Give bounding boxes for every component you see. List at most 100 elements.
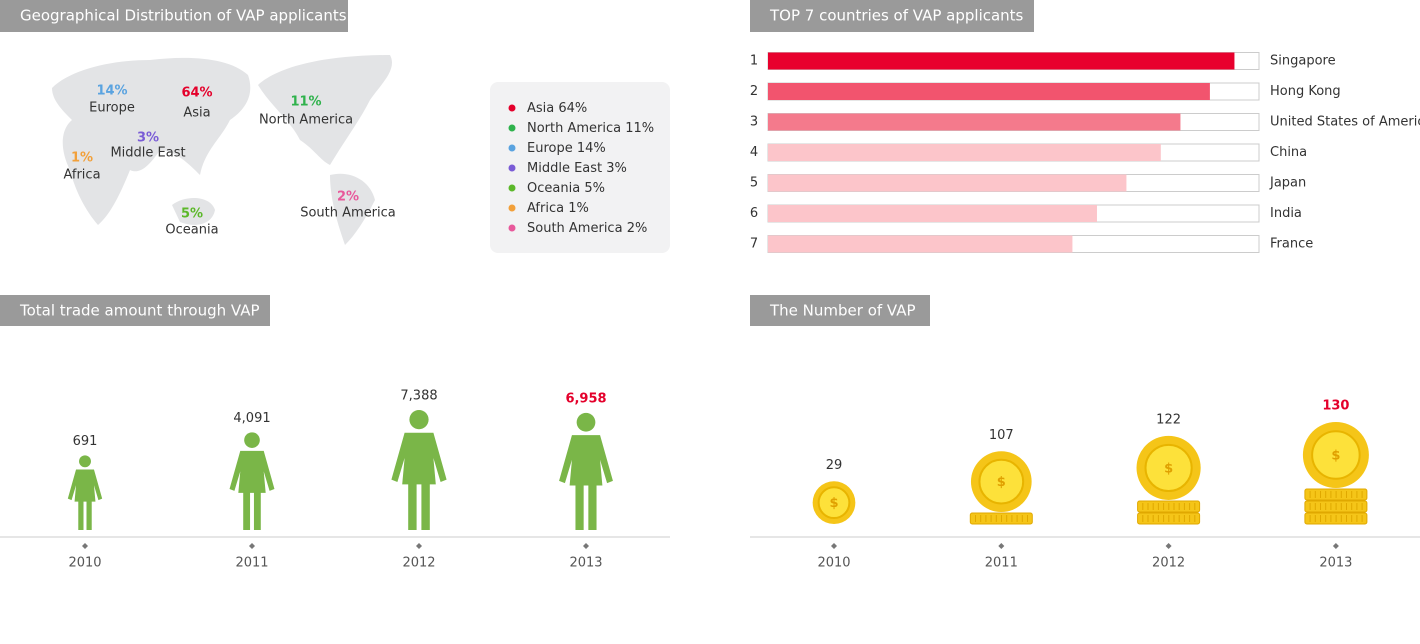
legend-dot — [508, 124, 516, 132]
coin-inner — [1144, 443, 1193, 493]
legend-entry: Middle East 3% — [527, 161, 627, 176]
axis-diamond — [1332, 543, 1339, 549]
coin-symbol: $ — [829, 496, 838, 511]
axis-diamond — [416, 543, 422, 549]
legend-box — [490, 82, 670, 253]
year-label: 2012 — [402, 556, 435, 571]
region-name: North America — [259, 113, 353, 128]
value-label: 107 — [989, 428, 1014, 443]
bar — [768, 174, 1127, 192]
person-figure — [559, 412, 613, 530]
tab — [0, 295, 270, 326]
tab — [750, 295, 930, 326]
rank: 1 — [750, 54, 758, 69]
coin-symbol: $ — [997, 475, 1006, 490]
country-label: India — [1270, 206, 1302, 221]
legend-value: 5% — [584, 181, 605, 196]
region-value: 1% — [71, 151, 93, 166]
legend-value: 1% — [568, 201, 589, 216]
section-title: TOP 7 countries of VAP applicants — [769, 7, 1024, 25]
leg — [588, 483, 597, 530]
legend-value: 3% — [606, 161, 627, 176]
year-label: 2011 — [235, 556, 268, 571]
person-figure — [67, 455, 103, 530]
bar — [768, 83, 1210, 100]
leg — [575, 483, 584, 530]
legend-name: Africa — [527, 201, 564, 216]
legend-name: Middle East — [527, 161, 602, 176]
coin-symbol: $ — [1164, 461, 1173, 476]
country-label: China — [1270, 145, 1307, 160]
bar — [768, 235, 1073, 253]
region-name: Africa — [63, 168, 100, 183]
coin: $ — [812, 481, 856, 524]
leg — [421, 482, 430, 530]
year-label: 2013 — [1319, 556, 1352, 571]
country-label: Japan — [1269, 176, 1306, 191]
rank: 7 — [750, 237, 758, 252]
legend-dot — [508, 224, 516, 232]
head — [79, 455, 91, 468]
country-label: France — [1270, 237, 1313, 252]
body — [229, 450, 275, 493]
coin-inner — [978, 458, 1025, 505]
legend-value: 14% — [577, 141, 606, 156]
body — [391, 432, 447, 485]
head — [409, 410, 429, 430]
leg — [408, 482, 417, 530]
legend-dot — [508, 204, 516, 212]
region-value: 14% — [96, 84, 127, 99]
region-name: Asia — [183, 106, 210, 121]
legend-dot — [508, 184, 516, 192]
value-label: 4,091 — [233, 411, 270, 426]
value-label: 6,958 — [565, 391, 606, 406]
region-name: Europe — [89, 101, 135, 116]
leg — [86, 500, 92, 530]
rank: 3 — [750, 115, 758, 130]
value-label: 29 — [826, 458, 843, 473]
person-figure — [229, 432, 275, 530]
region-value: 3% — [137, 131, 159, 146]
bar — [768, 113, 1181, 131]
value-label: 7,388 — [400, 389, 437, 404]
year-label: 2012 — [1152, 556, 1185, 571]
world-map — [52, 55, 392, 245]
rank: 6 — [750, 206, 758, 221]
rank: 4 — [750, 145, 758, 160]
person-figure — [391, 410, 447, 530]
country-label: United States of America — [1270, 115, 1420, 130]
year-label: 2011 — [985, 556, 1018, 571]
axis-diamond — [249, 543, 255, 549]
legend-entry: South America 2% — [527, 221, 647, 236]
rank: 5 — [750, 176, 758, 191]
region-name: Oceania — [165, 223, 218, 238]
rank: 2 — [750, 84, 758, 99]
axis-diamond — [1165, 543, 1172, 549]
legend-name: South America — [527, 221, 623, 236]
leg — [253, 490, 261, 530]
head — [576, 412, 596, 432]
axis-diamond — [583, 543, 589, 549]
leg — [243, 490, 251, 530]
year-label: 2010 — [817, 556, 850, 571]
tab — [0, 0, 348, 32]
section-title: Total trade amount through VAP — [19, 302, 260, 320]
legend-dot — [508, 104, 516, 112]
legend-value: 64% — [558, 101, 587, 116]
legend-entry: North America 11% — [527, 121, 654, 136]
axis-diamond — [998, 543, 1005, 549]
country-label: Singapore — [1270, 54, 1336, 69]
legend-entry: Africa 1% — [527, 201, 589, 216]
legend-entry: Oceania 5% — [527, 181, 605, 196]
region-value: 64% — [181, 86, 212, 101]
leg — [78, 500, 84, 530]
head — [244, 432, 260, 448]
country-label: Hong Kong — [1270, 84, 1341, 99]
legend-value: 11% — [625, 121, 654, 136]
legend-dot — [508, 144, 516, 152]
legend-name: Asia — [527, 101, 554, 116]
legend-entry: Asia 64% — [527, 101, 587, 116]
section-title: Geographical Distribution of VAP applica… — [20, 7, 347, 25]
coin: $ — [1302, 422, 1369, 488]
